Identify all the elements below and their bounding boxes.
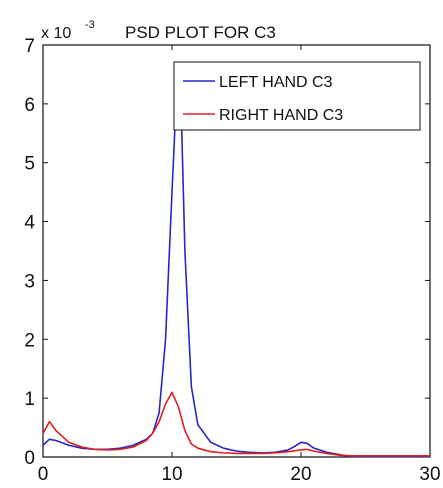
x-tick-label: 20 (290, 464, 311, 485)
x-tick-label: 30 (419, 464, 440, 485)
legend: LEFT HAND C3 RIGHT HAND C3 (173, 61, 421, 131)
chart-title: PSD PLOT FOR C3 (125, 23, 276, 42)
y-tick-label: 5 (24, 154, 35, 175)
x-tick-label: 0 (38, 464, 49, 485)
series-lines (42, 103, 430, 458)
y-multiplier-base: x 10 (41, 25, 71, 42)
legend-label-right-hand: RIGHT HAND C3 (219, 107, 343, 124)
y-tick-label: 2 (24, 330, 35, 351)
legend-label-left-hand: LEFT HAND C3 (219, 74, 333, 91)
y-multiplier-exponent: -3 (85, 19, 95, 31)
y-tick-label: 4 (24, 213, 35, 234)
legend-box (173, 61, 421, 131)
series-line-right-hand (42, 391, 430, 457)
y-tick-label: 1 (24, 389, 35, 410)
y-tick-label: 6 (24, 95, 35, 116)
y-tick-label: 7 (24, 36, 35, 57)
y-tick-label: 0 (24, 448, 35, 469)
axis-tick-labels: 0 10 20 30 0 1 2 3 4 5 6 7 (24, 36, 440, 485)
x-tick-label: 10 (161, 464, 182, 485)
y-tick-label: 3 (24, 271, 35, 292)
